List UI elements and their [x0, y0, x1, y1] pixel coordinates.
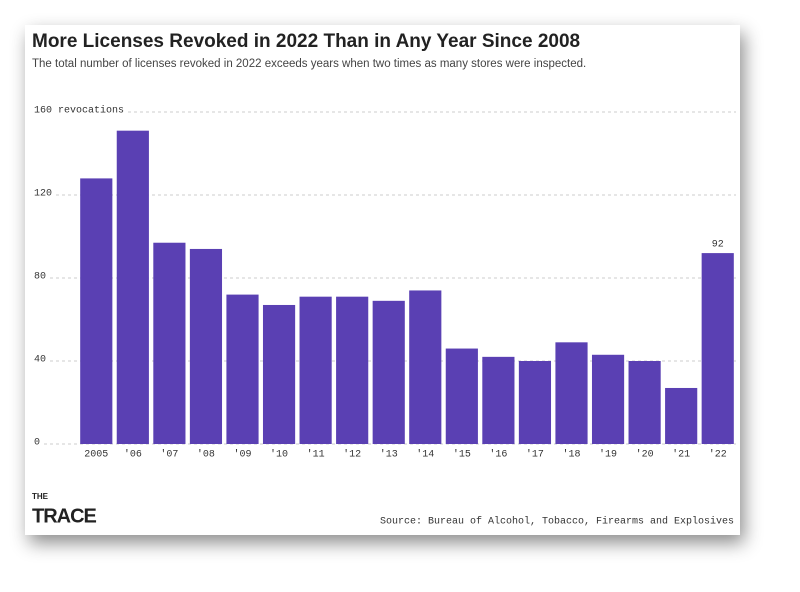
x-tick-label: '17 — [526, 449, 544, 461]
x-tick-label: '06 — [124, 449, 142, 461]
x-tick-label: '18 — [562, 449, 580, 461]
bar — [153, 242, 186, 444]
x-tick-label: '10 — [270, 449, 288, 461]
label-bg — [32, 271, 49, 283]
y-tick-label: 40 — [34, 355, 46, 366]
bar — [518, 361, 552, 444]
x-tick-label: '20 — [636, 449, 654, 461]
bar — [262, 304, 296, 444]
x-tick-label: '19 — [599, 449, 617, 461]
bar — [701, 253, 734, 444]
bar — [116, 130, 149, 445]
x-tick-label: '22 — [709, 449, 727, 461]
y-tick-label: 120 — [34, 189, 52, 200]
logo-small: THE — [32, 492, 49, 501]
x-tick-label: '21 — [672, 449, 690, 461]
bar — [299, 296, 332, 444]
label-bg — [32, 354, 49, 366]
x-tick-label: '13 — [380, 449, 398, 461]
bar — [80, 178, 113, 444]
bar — [189, 248, 223, 444]
bar — [372, 300, 405, 444]
logo: TRACE — [32, 505, 97, 527]
x-tick-label: '15 — [453, 449, 471, 461]
bar — [482, 356, 515, 444]
y-tick-label: 0 — [34, 438, 40, 449]
x-tick-label: '09 — [233, 449, 251, 461]
bar — [336, 296, 369, 444]
value-label: 92 — [712, 240, 724, 251]
bar — [628, 361, 661, 444]
chart-subtitle: The total number of licenses revoked in … — [32, 58, 586, 70]
bar — [226, 294, 259, 444]
x-tick-label: '12 — [343, 449, 361, 461]
chart-title: More Licenses Revoked in 2022 Than in An… — [32, 31, 580, 52]
label-bg — [32, 188, 55, 200]
bar — [409, 290, 442, 444]
bar — [555, 342, 588, 444]
bar — [591, 354, 625, 444]
label-bg — [32, 437, 43, 449]
x-tick-label: '16 — [489, 449, 507, 461]
x-tick-label: '07 — [160, 449, 178, 461]
x-tick-label: 2005 — [84, 450, 108, 461]
y-tick-label: 160 revocations — [34, 105, 124, 117]
x-tick-label: '11 — [307, 449, 325, 461]
bar — [445, 348, 478, 444]
x-tick-label: '14 — [416, 449, 434, 461]
y-tick-label: 80 — [34, 272, 46, 283]
x-tick-label: '08 — [197, 449, 215, 461]
bar — [665, 387, 698, 444]
source: Source: Bureau of Alcohol, Tobacco, Fire… — [380, 516, 734, 528]
label-bg — [32, 104, 127, 117]
